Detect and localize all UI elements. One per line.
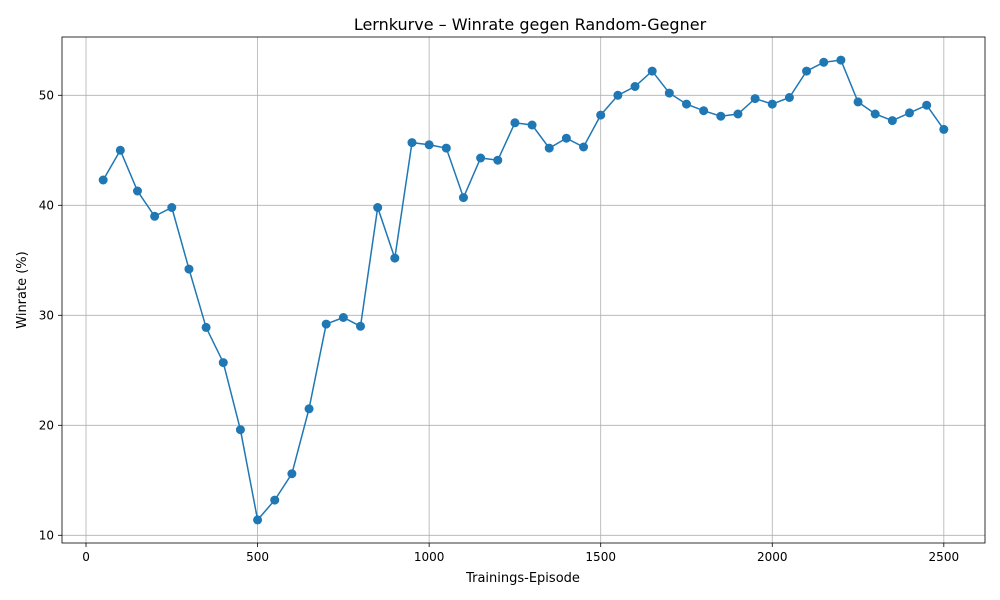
data-point: [424, 140, 434, 150]
data-point: [922, 100, 932, 110]
data-point: [527, 120, 537, 130]
x-tick-label: 2500: [929, 550, 960, 564]
x-tick-label: 2000: [757, 550, 788, 564]
data-point: [836, 55, 846, 65]
y-tick-label: 20: [39, 418, 54, 432]
data-point: [784, 93, 794, 102]
series-line: [102, 59, 945, 522]
data-point: [115, 145, 125, 155]
data-point: [253, 515, 263, 525]
data-point: [630, 82, 640, 91]
data-point: [235, 425, 245, 435]
data-point: [887, 116, 897, 126]
data-point: [458, 193, 468, 203]
data-point: [802, 66, 812, 76]
x-tick-label: 1500: [585, 550, 616, 564]
data-point: [167, 203, 177, 212]
data-point: [939, 124, 949, 134]
data-point: [132, 186, 142, 196]
data-point: [647, 66, 657, 76]
y-tick-label: 40: [39, 198, 54, 212]
data-point: [493, 155, 503, 165]
data-point: [476, 153, 486, 163]
data-point: [201, 322, 211, 332]
data-point: [561, 133, 571, 143]
data-point: [664, 88, 674, 98]
data-point: [750, 94, 760, 104]
data-point: [321, 319, 331, 329]
data-point: [287, 469, 297, 479]
data-point: [218, 358, 228, 368]
data-point: [150, 211, 160, 221]
data-point: [544, 143, 554, 153]
data-point: [579, 142, 589, 152]
data-point: [390, 253, 400, 263]
data-point: [338, 313, 348, 322]
data-point: [596, 110, 606, 120]
data-point: [819, 57, 829, 67]
data-point: [373, 203, 383, 212]
data-point: [510, 118, 520, 128]
data-point: [184, 264, 194, 274]
data-point: [733, 109, 743, 119]
y-tick-label: 30: [39, 308, 54, 322]
data-point: [716, 111, 726, 121]
x-axis-label: Trainings-Episode: [465, 571, 580, 586]
grid: [62, 37, 985, 543]
data-point: [905, 108, 915, 118]
data-point: [407, 138, 417, 148]
data-point: [441, 143, 451, 153]
y-tick-label: 10: [39, 528, 54, 542]
plot-frame: [61, 36, 986, 544]
data-point: [699, 106, 709, 116]
x-tick-label: 500: [246, 550, 269, 564]
chart-title: Lernkurve – Winrate gegen Random-Gegner: [354, 15, 707, 34]
data-point: [681, 99, 691, 109]
axis-ticks: 0 500 1000 1500 2000 2500 10 20 30 40 50: [39, 88, 959, 564]
data-point: [853, 97, 863, 107]
data-point: [870, 109, 880, 119]
data-point: [304, 404, 314, 414]
y-axis-label: Winrate (%): [15, 251, 30, 328]
series: [98, 55, 949, 525]
data-point: [613, 90, 623, 100]
x-tick-label: 0: [82, 550, 90, 564]
data-point: [98, 175, 108, 185]
data-point: [767, 99, 777, 109]
data-point: [270, 495, 280, 505]
data-point: [356, 321, 366, 331]
x-tick-label: 1000: [414, 550, 445, 564]
y-tick-label: 50: [39, 88, 54, 102]
